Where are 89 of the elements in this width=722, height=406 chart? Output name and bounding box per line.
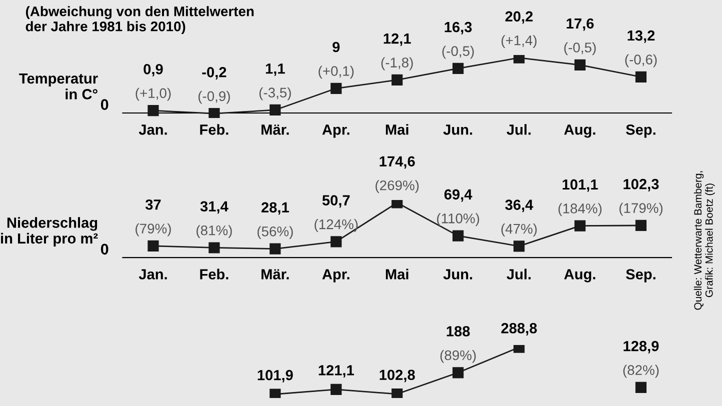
x-tick-label: Jun. — [443, 269, 472, 280]
data-label: 69,4 — [444, 189, 472, 202]
annotation: (-0,6) — [625, 54, 657, 68]
annotation: (124%) — [314, 219, 358, 232]
text: (Abweichung von den Mittelwerten der Jahre 1981 bis 2010) — [26, 6, 254, 34]
data-label: 16,3 — [444, 22, 472, 34]
data-label: 31,4 — [200, 201, 228, 214]
data-label: 17,6 — [566, 18, 594, 31]
data-label: 13,2 — [628, 30, 655, 43]
annotation: (47%) — [501, 224, 537, 236]
annotation: (82%) — [623, 364, 659, 378]
point — [635, 220, 647, 232]
data-label: 101,9 — [258, 370, 293, 382]
annotation: (+1,4) — [502, 35, 537, 48]
point — [208, 242, 220, 254]
data-label: 12,1 — [384, 33, 411, 46]
x-tick-label: Feb. — [200, 124, 228, 135]
point — [148, 240, 159, 252]
point — [208, 108, 220, 118]
data-label: 121,1 — [318, 365, 354, 378]
x-tick-label: Mär. — [262, 124, 289, 135]
data-label: 28,1 — [261, 202, 289, 215]
data-label: -0,2 — [202, 66, 226, 80]
point — [270, 243, 281, 254]
point — [270, 104, 281, 116]
data-label: 0,9 — [144, 64, 163, 76]
x-tick-label: Feb. — [200, 268, 228, 280]
data-label: 128,9 — [624, 340, 659, 354]
data-label: 1,1 — [266, 64, 285, 76]
point — [392, 74, 403, 86]
annotation: (81%) — [196, 225, 232, 238]
point — [330, 384, 342, 395]
x-tick-label: Jan. — [138, 124, 167, 135]
y-axis-title: Temperatur in C° — [19, 73, 98, 100]
x-tick-label: Mär. — [262, 269, 289, 280]
text: 0 — [100, 99, 108, 110]
x-tick-label: Aug. — [564, 124, 596, 138]
annotation: (184%) — [558, 203, 602, 216]
x-tick-label: Apr. — [322, 269, 350, 282]
annotation: (269%) — [376, 180, 419, 194]
x-tick-label: Aug. — [564, 269, 596, 282]
annotation: (110%) — [437, 213, 480, 226]
data-label: 37 — [145, 199, 161, 210]
x-tick-label: Jul. — [506, 268, 531, 280]
y-axis-title: Niederschlag in Liter pro m² — [1, 217, 98, 246]
x-tick-label: Jul. — [506, 124, 531, 135]
data-label: 174,6 — [380, 156, 415, 169]
data-label: 36,4 — [505, 200, 534, 212]
point — [270, 388, 281, 398]
annotation: (56%) — [258, 226, 293, 240]
point — [574, 59, 586, 70]
annotation: (+1,0) — [136, 88, 171, 101]
annotation: (89%) — [440, 350, 476, 363]
data-label: 50,7 — [322, 195, 350, 208]
data-label: 20,2 — [505, 11, 533, 24]
point — [452, 367, 464, 378]
annotation: (-0,5) — [564, 42, 596, 56]
annotation: (-0,9) — [198, 90, 230, 104]
data-label: 102,3 — [624, 178, 659, 192]
point — [635, 71, 647, 82]
point — [330, 236, 342, 248]
annotation: (179%) — [619, 202, 662, 216]
point — [635, 382, 647, 394]
annotation: (-0,5) — [442, 46, 474, 59]
point — [392, 388, 403, 398]
data-label: 9 — [332, 42, 340, 52]
point — [452, 62, 464, 74]
annotation: (79%) — [136, 223, 171, 236]
x-tick-label: Jan. — [138, 269, 167, 280]
data-label: 288,8 — [501, 323, 537, 336]
annotation: (-3,5) — [259, 87, 291, 100]
point — [574, 220, 586, 232]
source-note: Quelle: Wetterwarte Bamberg, Grafik: Michael Boetz (ft) — [694, 171, 715, 310]
point — [513, 240, 525, 252]
text: 0 — [100, 244, 108, 255]
x-tick-label: Jun. — [443, 124, 472, 135]
data-label: 188 — [446, 326, 470, 336]
point — [452, 230, 464, 242]
x-tick-label: Mai — [386, 268, 408, 280]
annotation: (-1,8) — [381, 57, 413, 70]
point — [148, 104, 159, 116]
annotation: (+0,1) — [318, 66, 354, 79]
data-label: 101,1 — [562, 179, 598, 192]
x-tick-label: Sep. — [626, 269, 656, 282]
x-tick-label: Apr. — [322, 124, 350, 138]
x-tick-label: Sep. — [626, 124, 656, 138]
x-tick-label: Mai — [386, 124, 408, 135]
data-label: 102,8 — [380, 370, 415, 382]
point — [330, 82, 342, 94]
